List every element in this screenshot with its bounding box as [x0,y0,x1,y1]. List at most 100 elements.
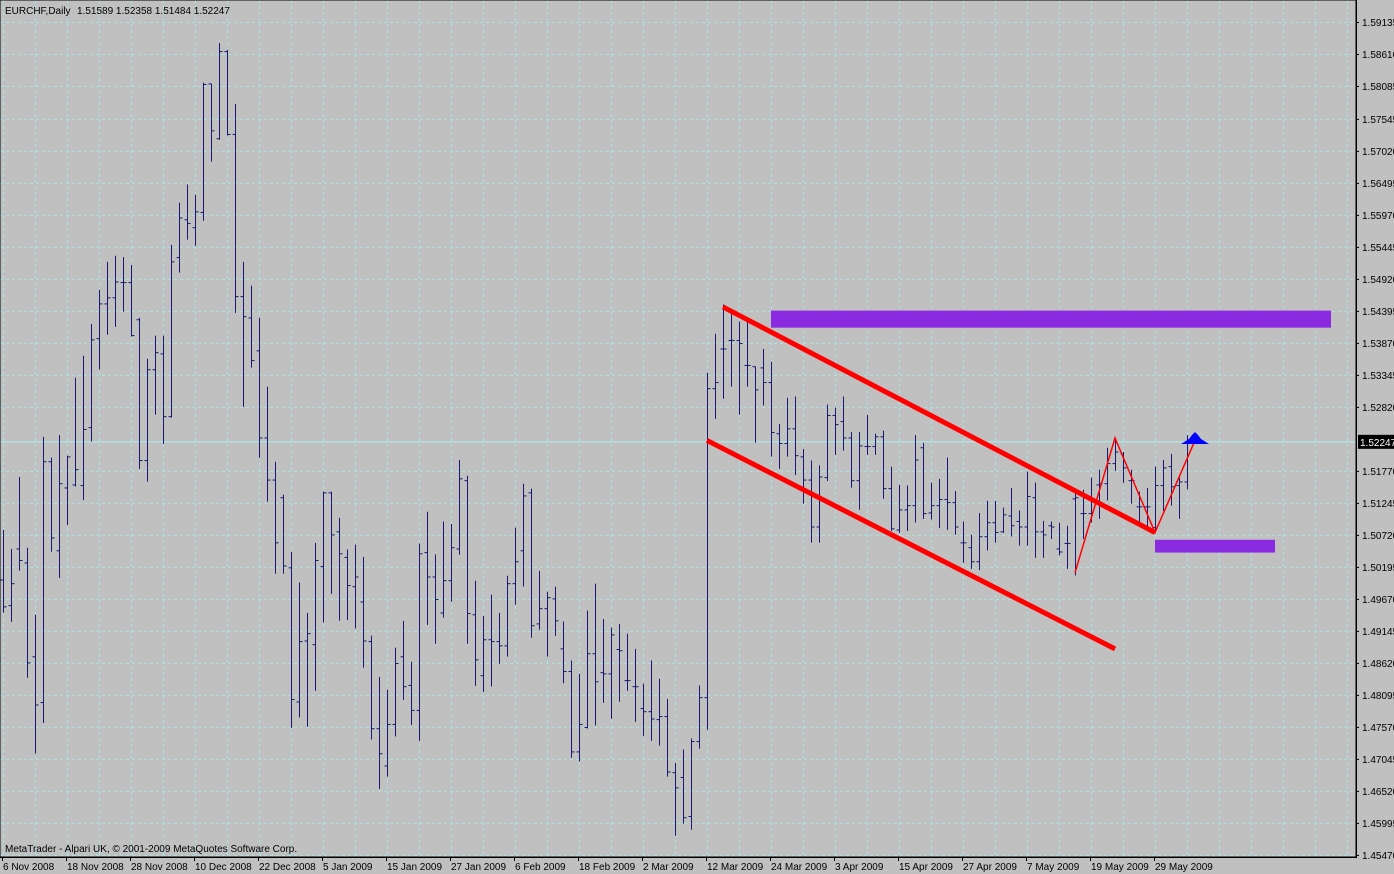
x-tick-label: 15 Apr 2009 [899,862,953,873]
ohlc-bar [1080,489,1087,539]
trend-channel[interactable] [705,304,1157,652]
ohlc-bar [408,661,415,725]
y-tick-label: 1.49145 [1362,627,1394,638]
ohlc-bar [568,660,575,758]
ohlc-bar [272,461,279,574]
ohlc-bar [920,442,927,519]
ohlc-bar [488,594,495,687]
ohlc-bar [848,431,855,488]
ohlc-bar [360,556,367,668]
ohlc-bar [248,285,255,368]
ohlc-bar [264,386,271,502]
x-tick-label: 2 Mar 2009 [643,862,694,873]
ohlc-bar [976,512,983,571]
ohlc-bar [120,256,127,312]
ohlc-bar [240,261,247,407]
ohlc-bar [808,460,815,543]
ohlc-bar [656,678,663,746]
ohlc-bar [416,543,423,741]
ohlc-bar [1072,488,1079,576]
ohlc-bar [80,355,87,500]
ohlc-bar [592,583,599,726]
ohlc-bar [840,396,847,451]
ohlc-bar [256,317,263,458]
ohlc-bar [872,433,879,455]
channel-upper-line[interactable] [721,304,1157,535]
y-tick-label: 1.47570 [1362,723,1394,734]
ohlc-bar [176,202,183,273]
y-tick-label: 1.59135 [1362,18,1394,29]
ohlc-bar [1040,520,1047,558]
ohlc-bar [528,488,535,638]
ohlc-bar [608,627,615,719]
ohlc-bar [664,698,671,777]
ohlc-bar [936,478,943,528]
copyright-text: MetaTrader - Alpari UK, © 2001-2009 Meta… [5,844,297,855]
ohlc-bar [1144,487,1151,529]
ohlc-bar [944,457,951,530]
price-zone-rectangle[interactable] [1155,539,1275,553]
ohlc-bar [504,575,511,657]
y-tick-label: 1.48095 [1362,691,1394,702]
ohlc-bar [824,404,831,482]
ohlc-bar [304,612,311,727]
ohlc-bar [136,317,143,469]
ohlc-bar [536,570,543,630]
x-tick-label: 18 Nov 2008 [67,862,124,873]
ohlc-bar [904,485,911,532]
plot-border [0,0,1357,858]
ohlc-bar [224,49,231,136]
ohlc-bar [464,475,471,644]
ohlc-bar [48,457,55,552]
up-arrow-icon [1181,432,1209,444]
support-resistance-zones [771,310,1331,553]
y-tick-label: 1.58085 [1362,82,1394,93]
ohlc-bar [912,434,919,523]
x-tick-label: 7 May 2009 [1027,862,1080,873]
ohlc-bar [1032,482,1039,558]
ohlc-bar [864,414,871,455]
price-zone-rectangle[interactable] [771,310,1331,328]
y-tick-label: 1.53870 [1362,339,1394,350]
ohlc-bar [632,648,639,722]
ohlc-bar [384,689,391,777]
ohlc-bar [32,614,39,754]
ohlc-bar [776,423,783,469]
ohlc-bar [968,534,975,569]
ohlc-bar [24,547,31,678]
ohlc-bar [696,685,703,749]
ohlc-bar [160,335,167,444]
ohlc-bar [952,491,959,535]
y-tick-label: 1.50195 [1362,563,1394,574]
ohlc-bar [64,455,71,525]
y-tick-label: 1.54920 [1362,275,1394,286]
y-tick-label: 1.55445 [1362,243,1394,254]
ohlc-bar [40,436,47,724]
x-tick-label: 10 Dec 2008 [195,862,252,873]
ohlc-bar [152,335,159,415]
ohlc-bar [1048,521,1055,539]
ohlc-bar [688,738,695,830]
symbol-period: EURCHF,Daily [5,6,71,17]
ohlc-bar [168,244,175,418]
y-tick-label: 1.57545 [1362,115,1394,126]
ohlc-bar [520,483,527,587]
ohlc-bar [424,511,431,625]
ohlc-bar [992,500,999,543]
ohlc-bar [760,349,767,406]
ohlc-bar [640,683,647,736]
ohlc-bar [216,43,223,140]
ohlc-bar [704,372,711,730]
channel-lower-line[interactable] [705,438,1117,652]
ohlc-bar [880,430,887,499]
ohlc-bar [584,610,591,729]
ohlc-bar [896,484,903,533]
ohlc-bar [368,635,375,740]
y-tick-label: 1.55970 [1362,211,1394,222]
ohlc-bar [392,647,399,737]
ohlc-bar [208,83,215,162]
ohlc-readout: 1.51589 1.52358 1.51484 1.52247 [77,6,230,17]
x-tick-label: 22 Dec 2008 [259,862,316,873]
